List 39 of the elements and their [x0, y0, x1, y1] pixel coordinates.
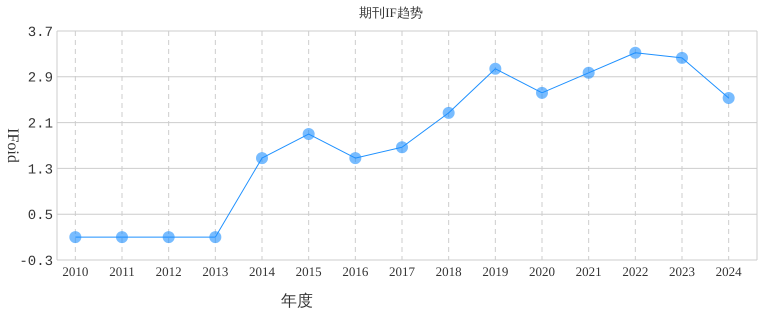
point: [629, 46, 642, 59]
x-tick-label: 2021: [576, 264, 602, 279]
y-tick-label: 0.5: [28, 208, 53, 224]
point: [722, 92, 735, 104]
point: [396, 141, 408, 154]
x-tick-label: 2011: [109, 264, 135, 279]
point: [302, 128, 315, 140]
x-tick-label: 2020: [529, 264, 555, 279]
point: [256, 152, 268, 164]
x-tick-label: 2012: [156, 264, 182, 279]
x-tick-label: 2019: [482, 264, 508, 279]
x-tick-label: 2014: [249, 264, 276, 279]
point: [69, 231, 82, 244]
x-tick-label: 2017: [389, 264, 416, 279]
point: [536, 86, 548, 99]
y-tick-label: 3.7: [28, 24, 53, 41]
point: [349, 152, 362, 164]
x-tick-label: 2022: [622, 264, 648, 279]
chart-title: 期刊IF趋势: [359, 5, 423, 20]
y-tick-label: 2.9: [28, 70, 53, 87]
x-tick-label: 2024: [716, 264, 742, 279]
y-tick-label: 1.3: [28, 162, 53, 178]
point: [582, 66, 595, 79]
x-tick-label: 2018: [436, 264, 462, 279]
point: [209, 231, 222, 244]
point: [489, 62, 502, 75]
point: [162, 231, 175, 244]
x-tick-label: 2015: [296, 264, 322, 279]
x-tick-label: 2023: [669, 264, 695, 279]
y-tick-label: -0.3: [19, 254, 53, 270]
x-tick-label: 2013: [202, 264, 228, 279]
point: [116, 231, 128, 244]
y-tick-label: 2.1: [28, 116, 53, 132]
x-axis-title: 年度: [281, 292, 313, 310]
y-axis-title: IFoid: [4, 128, 21, 163]
point: [442, 106, 455, 119]
x-tick-label: 2016: [342, 264, 369, 279]
point: [676, 52, 688, 64]
x-tick-label: 2010: [62, 264, 88, 279]
